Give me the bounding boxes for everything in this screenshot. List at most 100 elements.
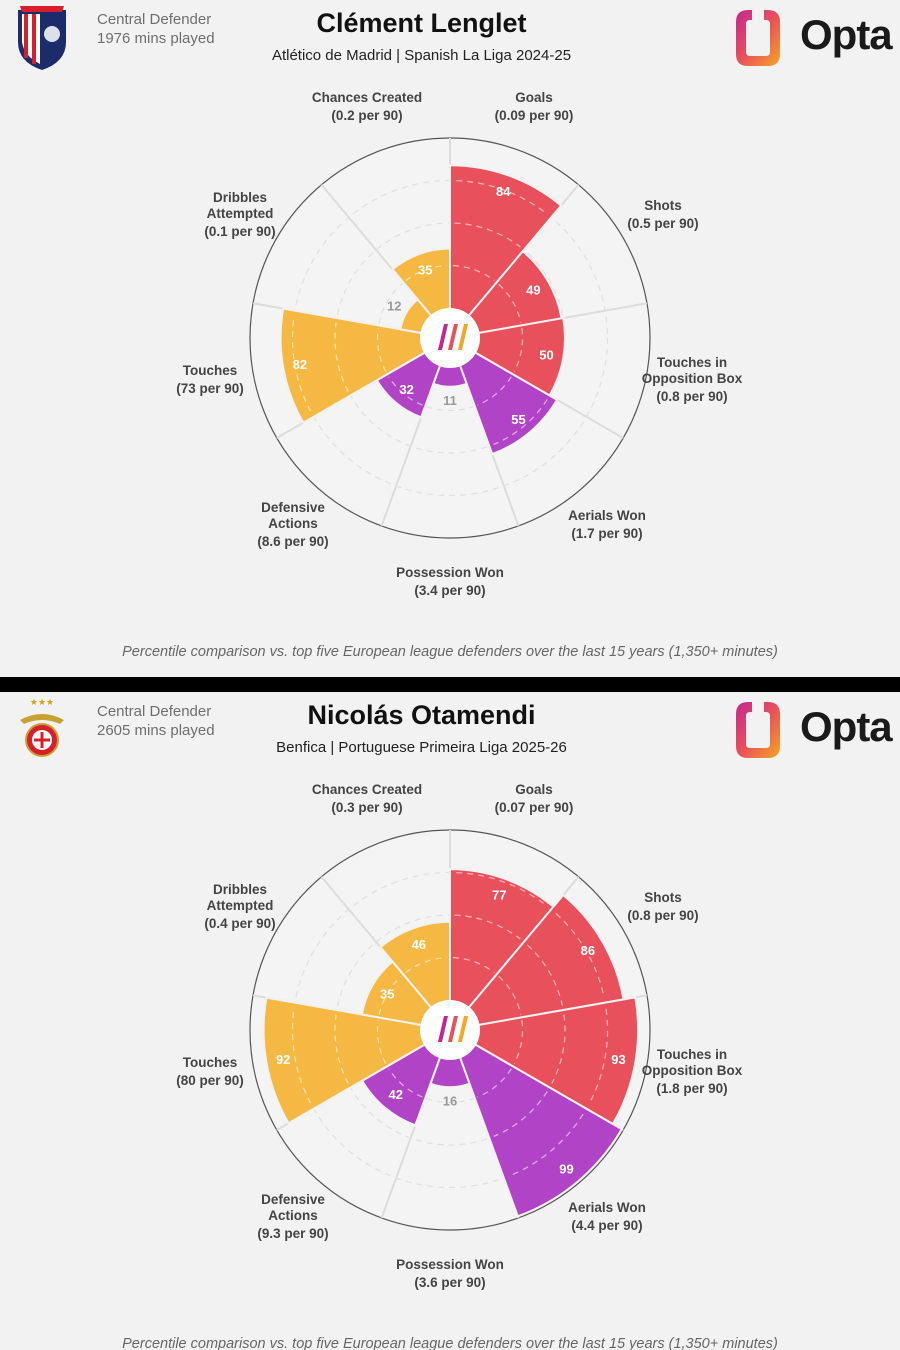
category-name: Opposition Box [642, 371, 743, 386]
radar-value-label: 35 [380, 986, 394, 1001]
category-name: Touches in [657, 355, 727, 370]
radar-chart: 84 49 50 55 11 32 82 12 35 Goals (0.09 per 90) Shot… [176, 90, 743, 598]
role-text: Central Defender [97, 11, 212, 28]
category-name: Actions [268, 1208, 318, 1223]
radar-category-label: Touches (80 per 90) [176, 1055, 244, 1088]
radar-category-label: Goals (0.09 per 90) [495, 90, 574, 123]
category-rate: (0.5 per 90) [627, 216, 698, 231]
radar-category-label: Goals (0.07 per 90) [495, 782, 574, 815]
radar-category-label: Defensive Actions (8.6 per 90) [257, 500, 328, 549]
opta-wordmark: Opta [800, 11, 893, 58]
category-name: Dribbles [213, 190, 267, 205]
radar-wedge-gridline [498, 975, 522, 1015]
atletico-madrid-crest-icon [18, 6, 66, 70]
radar-category-label: Chances Created (0.3 per 90) [312, 782, 422, 815]
logo-stripe [458, 1016, 468, 1042]
radar-wedge-gridline [378, 975, 402, 1015]
radar-value-label: 93 [611, 1052, 625, 1067]
minutes-text: 1976 mins played [97, 30, 215, 47]
category-name: Possession Won [396, 565, 504, 580]
category-name: Chances Created [312, 90, 422, 105]
category-name: Attempted [207, 898, 274, 913]
logo-stripe [448, 1016, 458, 1042]
opta-logo-icon [736, 10, 780, 66]
player-role: Central Defender 1976 mins played [97, 10, 215, 48]
radar-category-label: Possession Won (3.6 per 90) [396, 1257, 504, 1290]
logo-stripe [458, 324, 468, 350]
category-rate: (1.7 per 90) [571, 526, 642, 541]
radar-value-label: 16 [443, 1094, 457, 1109]
radar-value-label: 50 [539, 348, 553, 363]
category-rate: (0.8 per 90) [656, 389, 727, 404]
category-name: Shots [644, 198, 682, 213]
radar-wedge-gridline [498, 283, 522, 323]
radar-category-label: Dribbles Attempted (0.1 per 90) [204, 190, 275, 239]
role-text: Central Defender [97, 703, 212, 720]
radar-center-circle [420, 308, 480, 368]
footnote: Percentile comparison vs. top five Europ… [122, 1336, 778, 1350]
radar-category-label: Shots (0.8 per 90) [627, 890, 698, 923]
player-panel-lenglet: Central Defender 1976 mins played Clémen… [0, 0, 900, 677]
player-name: Clément Lenglet [316, 8, 527, 38]
opta-wordmark: Opta [800, 703, 893, 750]
radar-category-label: Chances Created (0.2 per 90) [312, 90, 422, 123]
category-name: Shots [644, 890, 682, 905]
category-name: Aerials Won [568, 508, 646, 523]
radar-value-label: 99 [559, 1161, 573, 1176]
radar-wedge-gridline [388, 376, 423, 406]
radar-wedge [279, 307, 453, 425]
category-rate: (0.4 per 90) [204, 916, 275, 931]
category-name: Aerials Won [568, 1200, 646, 1215]
radar-wedge-gridline [334, 322, 349, 392]
category-rate: (80 per 90) [176, 1073, 244, 1088]
radar-wedge [449, 164, 563, 341]
opta-logo: Opta [734, 698, 894, 762]
category-rate: (0.3 per 90) [331, 800, 402, 815]
radar-wedge [448, 335, 559, 456]
opta-logo-icon [736, 702, 780, 758]
radar-wedge-gridline [376, 1020, 387, 1065]
radar-value-label: 84 [496, 184, 511, 199]
category-name: Goals [515, 90, 553, 105]
radar-wedge [360, 1027, 452, 1127]
category-name: Dribbles [213, 882, 267, 897]
radar-chart: 77 86 93 99 16 42 92 35 46 Goals (0.07 per 90) Shot… [176, 782, 743, 1290]
radar-wedge-gridline [513, 1020, 524, 1065]
radar-category-label: Defensive Actions (9.3 per 90) [257, 1192, 328, 1241]
category-rate: (0.2 per 90) [331, 108, 402, 123]
radar-value-label: 49 [526, 282, 540, 297]
radar-wedge [448, 1027, 624, 1218]
radar-wedge-gridline [452, 956, 495, 974]
radar-wedge-gridline [493, 1091, 548, 1138]
radar-wedge-gridline [454, 222, 521, 248]
radar-value-label: 12 [387, 298, 401, 313]
radar-wedge-gridline [291, 1008, 312, 1104]
radar-wedge-gridline [452, 264, 495, 282]
category-name: Touches [183, 1055, 238, 1070]
radar-category-label: Touches in Opposition Box (1.8 per 90) [642, 1047, 743, 1096]
player-role: Central Defender 2605 mins played [97, 702, 215, 740]
category-name: Touches [183, 363, 238, 378]
radar-wedge-gridline [405, 264, 448, 282]
radar-category-label: Touches in Opposition Box (0.8 per 90) [642, 355, 743, 404]
radar-value-label: 82 [293, 357, 307, 372]
footnote: Percentile comparison vs. top five Europ… [122, 644, 778, 660]
radar-wedge-gridline [477, 376, 512, 406]
minutes-text: 2605 mins played [97, 722, 215, 739]
category-name: Defensive [261, 1192, 325, 1207]
radar-category-label: Possession Won (3.4 per 90) [396, 565, 504, 598]
radar-wedge-gridline [509, 1113, 584, 1177]
category-rate: (0.09 per 90) [495, 108, 574, 123]
category-name: Goals [515, 782, 553, 797]
category-rate: (0.07 per 90) [495, 800, 574, 815]
radar-wedge-gridline [388, 1068, 423, 1098]
radar-wedge-gridline [291, 316, 312, 412]
radar-wedge [447, 996, 640, 1126]
category-rate: (73 per 90) [176, 381, 244, 396]
player-name: Nicolás Otamendi [307, 700, 536, 730]
radar-wedge-gridline [405, 956, 448, 974]
category-name: Touches in [657, 1047, 727, 1062]
category-rate: (3.4 per 90) [414, 583, 485, 598]
radar-wedge-gridline [526, 944, 563, 1006]
svg-text:★★★: ★★★ [30, 698, 54, 708]
